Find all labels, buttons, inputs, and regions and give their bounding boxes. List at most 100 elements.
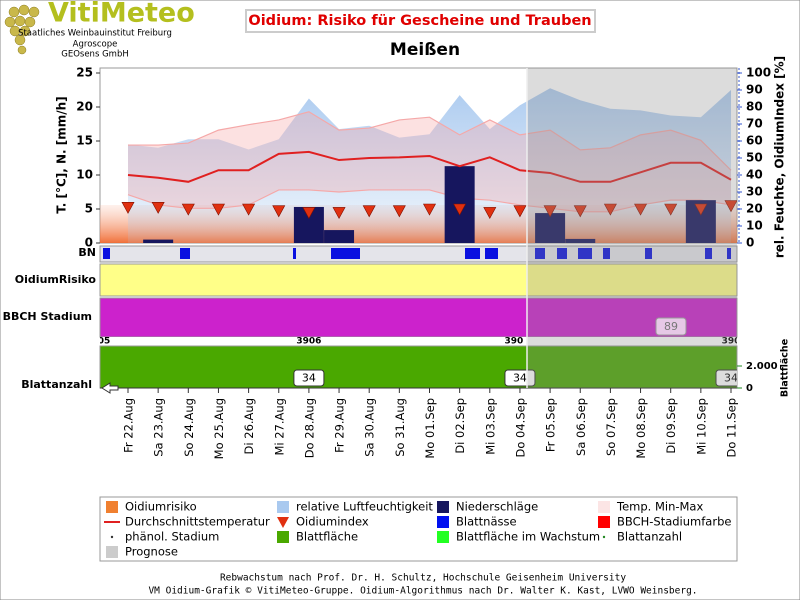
y2-tick-label: 90 bbox=[746, 83, 763, 97]
legend-label: Oidiumindex bbox=[296, 515, 369, 529]
x-tick-label: Mo 25.Aug bbox=[212, 398, 226, 459]
oidium-index-marker bbox=[603, 203, 617, 216]
y-tick-label: 0 bbox=[85, 236, 93, 250]
legend-box bbox=[99, 496, 738, 562]
oidium-index-marker bbox=[422, 203, 437, 216]
oidium-index-marker bbox=[392, 205, 406, 218]
logo-grapes bbox=[4, 4, 40, 55]
oidium-index-marker bbox=[664, 203, 678, 216]
footer-line: VM Oidium-Grafik © VitiMeteo-Gruppe. Oid… bbox=[148, 586, 697, 597]
logo-line: GEOsens GmbH bbox=[61, 50, 128, 60]
legend-label: Blattanzahl bbox=[617, 530, 682, 544]
x-tick-label: Sa 23.Aug bbox=[152, 398, 166, 457]
temp-max-line bbox=[128, 111, 732, 171]
bbch-stage: 89 bbox=[664, 320, 678, 333]
temp-band bbox=[128, 111, 731, 212]
y-tick-label: 5 bbox=[85, 202, 93, 216]
footer-line: Rebwachstum nach Prof. Dr. H. Schultz, H… bbox=[220, 573, 626, 584]
y2-axis-label: rel. Feuchte, OidiumIndex [%] bbox=[773, 56, 787, 258]
temp-min-line bbox=[127, 189, 732, 213]
oidium-index-marker bbox=[151, 202, 165, 214]
legend-swatch bbox=[106, 546, 118, 558]
x-tick-label: Sa 30.Aug bbox=[363, 398, 377, 457]
x-tick-label: Do 28.Aug bbox=[302, 398, 316, 458]
x-tick-label: So 31.Aug bbox=[393, 398, 407, 457]
legend-swatch bbox=[437, 516, 449, 528]
legend-label: relative Luftfeuchtigkeit bbox=[296, 500, 433, 514]
oidium-index-marker bbox=[242, 203, 256, 216]
bbch-label: 3906 bbox=[296, 337, 321, 347]
legend-swatch bbox=[277, 517, 289, 528]
y2-tick-label: 30 bbox=[746, 185, 763, 199]
leaf-arrow bbox=[101, 382, 119, 394]
y2-tick-label: 60 bbox=[746, 134, 763, 148]
oidium-index-marker bbox=[724, 200, 737, 213]
title-box bbox=[245, 9, 596, 33]
y-axis-label: T. [°C], N. [mm/h] bbox=[55, 96, 69, 213]
y2-tick-label: 80 bbox=[746, 100, 763, 114]
legend-label: Oidiumrisiko bbox=[125, 500, 197, 514]
avg-temp-line bbox=[127, 150, 732, 183]
leaf-count-box bbox=[293, 369, 325, 387]
legend-label: Temp. Min-Max bbox=[616, 500, 703, 514]
legend-swatch bbox=[437, 531, 449, 543]
oidium-index-marker bbox=[573, 205, 587, 218]
legend-swatch bbox=[106, 501, 118, 513]
bbch-label: 390 bbox=[505, 337, 524, 347]
legend-swatch bbox=[598, 501, 610, 513]
bn-blocks bbox=[103, 248, 731, 259]
oidium-index-marker bbox=[302, 207, 316, 220]
humidity-area bbox=[128, 88, 731, 243]
legend-swatch bbox=[602, 535, 606, 539]
oidium-index-marker bbox=[483, 207, 497, 220]
y-tick-label: 15 bbox=[76, 134, 93, 148]
y2-tick-label: 70 bbox=[746, 117, 763, 131]
x-tick-label: Do 04.Sep bbox=[513, 398, 527, 458]
legend-label: Blattfläche bbox=[296, 530, 358, 544]
oidium-index-marker bbox=[121, 202, 135, 214]
oidium-index-marker bbox=[181, 203, 195, 216]
leaf-tick-label: 2.000 bbox=[746, 361, 778, 372]
y-tick-label: 10 bbox=[76, 168, 93, 182]
oidium-index-marker bbox=[211, 203, 225, 216]
bbch-panel bbox=[99, 297, 738, 338]
leaf-count: 34 bbox=[302, 372, 316, 385]
leaf-panel bbox=[99, 345, 738, 389]
legend-swatch bbox=[277, 531, 289, 543]
legend-swatch bbox=[598, 516, 610, 528]
y2-tick-label: 40 bbox=[746, 168, 763, 182]
x-tick-label: Di 02.Sep bbox=[453, 398, 467, 454]
x-tick-label: Fr 29.Aug bbox=[333, 398, 347, 453]
y-tick-label: 20 bbox=[76, 100, 93, 114]
legend-label: phänol. Stadium bbox=[125, 530, 219, 544]
legend-label: Blattfläche im Wachstum bbox=[456, 530, 600, 544]
precip-bar bbox=[143, 239, 174, 243]
x-tick-label: Do 11.Sep bbox=[725, 398, 739, 458]
y2-tick-label: 0 bbox=[746, 236, 754, 250]
prognosis-overlay bbox=[527, 68, 737, 388]
oidium-index-marker bbox=[694, 203, 708, 216]
logo-line: Agroscope bbox=[73, 40, 118, 50]
x-tick-label: Mo 01.Sep bbox=[423, 398, 437, 459]
logo-line: Staatliches Weinbauinstitut Freiburg bbox=[18, 29, 172, 39]
leaf-count-box bbox=[715, 369, 737, 387]
oidium-index-marker bbox=[513, 205, 527, 218]
precip-bar bbox=[565, 238, 596, 243]
x-tick-label: Sa 06.Sep bbox=[574, 398, 588, 456]
y2-tick-label: 10 bbox=[746, 219, 763, 233]
precip-bar bbox=[535, 213, 566, 243]
x-tick-label: Mi 03.Sep bbox=[483, 398, 497, 455]
x-tick-label: Mi 27.Aug bbox=[272, 398, 286, 456]
x-tick-label: So 24.Aug bbox=[182, 398, 196, 457]
oidium-index-marker bbox=[332, 207, 346, 220]
oidium-index-marker bbox=[362, 205, 376, 218]
chart-title: Oidium: Risiko für Gescheine und Trauben bbox=[248, 13, 591, 29]
risk-panel bbox=[99, 263, 738, 297]
y2-tick-label: 50 bbox=[746, 151, 763, 165]
legend-label: Durchschnittstemperatur bbox=[125, 515, 270, 529]
x-tick-label: Di 09.Sep bbox=[664, 398, 678, 454]
bbch-label-strip bbox=[100, 337, 737, 346]
leaf-axis-label: Blattfläche bbox=[780, 339, 791, 397]
